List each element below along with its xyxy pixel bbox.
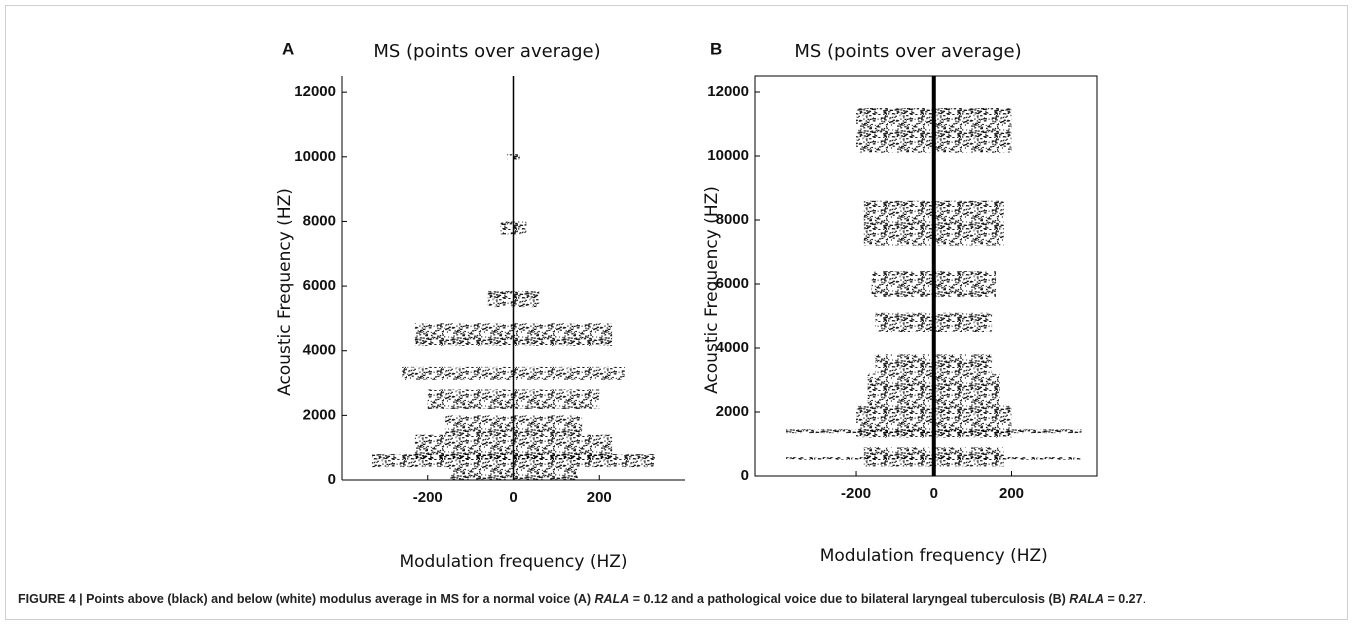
panel-label: A: [282, 39, 294, 58]
x-tick-label: 200: [999, 485, 1024, 502]
y-tick-label: 10000: [294, 148, 336, 165]
y-tick-label: 12000: [707, 83, 749, 100]
y-tick-label: 8000: [716, 211, 749, 228]
y-tick-label: 4000: [716, 339, 749, 356]
y-tick-label: 10000: [707, 147, 749, 164]
y-tick-label: 2000: [303, 406, 336, 423]
caption-text: = 0.27: [1104, 592, 1143, 606]
caption-text: = 0.12 and a pathological voice due to b…: [629, 592, 1070, 606]
x-tick-label: -200: [413, 489, 443, 506]
x-tick-label: 200: [587, 489, 612, 506]
y-tick-label: 4000: [303, 342, 336, 359]
y-axis-label: Acoustic Frequency (HZ): [702, 186, 722, 394]
y-tick-label: 2000: [716, 403, 749, 420]
x-axis-label: Modulation frequency (HZ): [399, 552, 627, 572]
figure-frame: [5, 5, 1348, 620]
caption-text: RALA: [594, 592, 630, 606]
chart-title: MS (points over average): [794, 41, 1021, 62]
x-tick-label: -200: [841, 485, 871, 502]
caption-text: .: [1142, 592, 1147, 606]
caption-text: FIGURE 4 | Points above (black) and belo…: [18, 592, 595, 606]
caption: FIGURE 4 | Points above (black) and belo…: [18, 590, 1338, 608]
y-tick-label: 0: [328, 471, 336, 488]
chart-title: MS (points over average): [373, 41, 600, 62]
y-axis-label: Acoustic Frequency (HZ): [275, 188, 295, 396]
caption-text: RALA: [1069, 592, 1105, 606]
y-tick-label: 12000: [294, 83, 336, 100]
y-tick-label: 6000: [303, 277, 336, 294]
x-tick-label: 0: [509, 489, 517, 506]
x-tick-label: 0: [930, 485, 938, 502]
figure: A MS (points over average) Modulation freq…: [275, 39, 1098, 572]
panel-label: B: [710, 39, 722, 58]
y-tick-label: 0: [741, 467, 749, 484]
x-axis-label: Modulation frequency (HZ): [820, 546, 1048, 566]
y-tick-label: 8000: [303, 212, 336, 229]
y-tick-label: 6000: [716, 275, 749, 292]
